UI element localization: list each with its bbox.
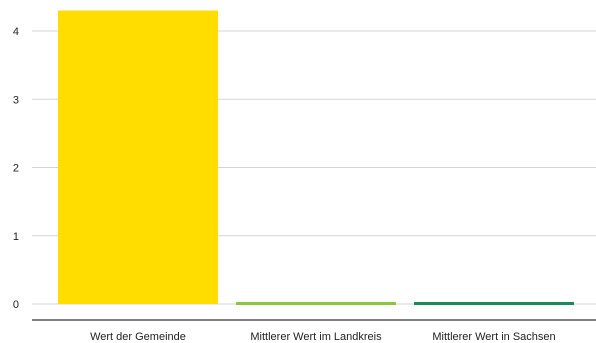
y-tick-label: 0 <box>13 299 19 311</box>
bar <box>58 10 218 305</box>
bar <box>414 302 574 305</box>
bars <box>58 10 574 305</box>
y-tick-label: 2 <box>13 163 19 175</box>
bar <box>236 302 396 305</box>
x-category-label: Mittlerer Wert in Sachsen <box>432 331 555 343</box>
x-category-label: Wert der Gemeinde <box>90 331 186 343</box>
y-tick-label: 3 <box>13 94 19 106</box>
x-axis-labels: Wert der Gemeinde Mittlerer Wert im Landk… <box>90 331 556 343</box>
x-category-label: Mittlerer Wert im Landkreis <box>250 331 382 343</box>
y-tick-label: 1 <box>13 231 19 243</box>
y-tick-label: 4 <box>13 26 19 38</box>
y-axis-ticks: 0 1 2 3 4 <box>13 26 19 311</box>
